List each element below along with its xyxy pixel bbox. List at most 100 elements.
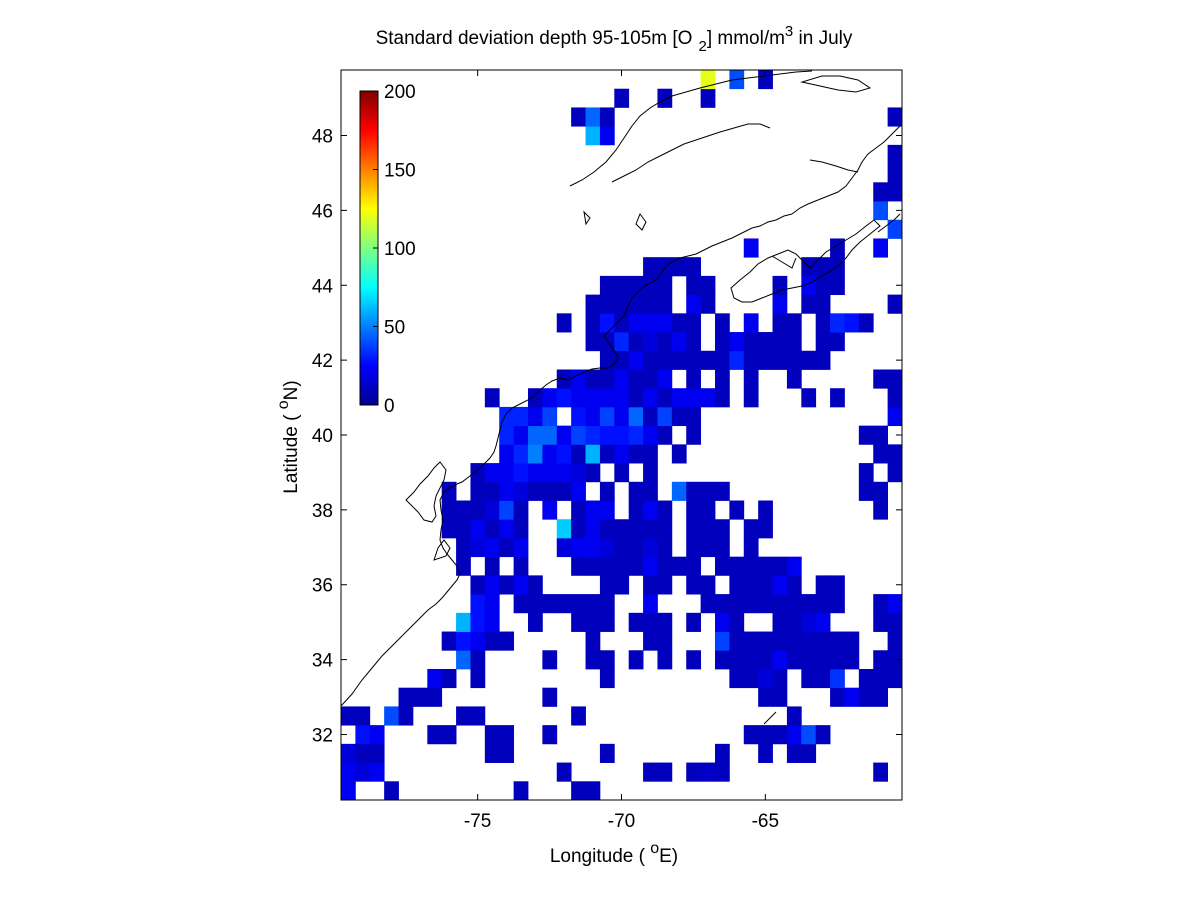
heatmap-cell	[715, 537, 730, 558]
heatmap-cell	[772, 631, 788, 651]
heatmap-cell	[815, 332, 831, 352]
heatmap-cell	[715, 631, 730, 651]
coastline	[341, 70, 902, 725]
chart-title-sup: 3	[785, 23, 793, 40]
heatmap-cell	[830, 594, 845, 614]
heatmap-cell	[671, 350, 687, 370]
heatmap-cell	[873, 594, 889, 614]
heatmap-cell	[786, 631, 802, 651]
heatmap-cell	[686, 388, 702, 408]
heatmap-cell	[715, 313, 730, 333]
heatmap-cell	[499, 519, 515, 539]
heatmap-cell	[657, 88, 673, 108]
heatmap-cell	[873, 762, 889, 782]
heatmap-cell	[585, 781, 601, 800]
heatmap-cell	[571, 406, 586, 427]
heatmap-cell	[657, 425, 673, 445]
heatmap-cell	[513, 781, 529, 800]
colorbar-tick-label: 0	[384, 396, 395, 417]
heatmap-cell	[844, 631, 860, 651]
heatmap-cell	[628, 406, 644, 427]
y-tick-label: 42	[312, 351, 333, 372]
heatmap-cell	[758, 687, 773, 707]
heatmap-cell	[772, 668, 788, 689]
heatmap-cell	[484, 594, 500, 614]
heatmap-cell	[513, 556, 529, 576]
heatmap-cell	[556, 388, 572, 408]
heatmap-cell	[700, 88, 716, 108]
heatmap-cell	[830, 332, 845, 352]
heatmap-cell	[873, 481, 889, 501]
heatmap-cell	[887, 388, 902, 408]
heatmap-cell	[729, 650, 745, 670]
heatmap-cell	[513, 425, 529, 445]
heatmap-cell	[758, 332, 773, 352]
heatmap-cell	[599, 556, 615, 576]
heatmap-cell	[801, 350, 817, 370]
heatmap-cell	[499, 463, 515, 483]
heatmap-cell	[786, 350, 802, 370]
heatmap-cell	[614, 350, 630, 370]
heatmap-cell	[585, 537, 601, 558]
heatmap-cell	[715, 612, 730, 632]
heatmap-cell	[571, 500, 586, 520]
heatmap-cell	[556, 313, 572, 333]
heatmap-cell	[384, 706, 399, 726]
heatmap-cell	[470, 481, 486, 501]
heatmap-cell	[513, 500, 529, 520]
heatmap-cell	[571, 519, 586, 539]
heatmap-cell	[542, 725, 558, 745]
heatmap-cell	[887, 594, 902, 614]
heatmap-cell	[628, 294, 644, 314]
heatmap-cell	[571, 781, 586, 800]
chart-title-part1: Standard deviation depth 95-105m [O	[376, 28, 693, 49]
heatmap-cell	[528, 612, 543, 632]
heatmap-cell	[686, 575, 702, 595]
heatmap-cell	[743, 668, 759, 689]
heatmap-cell	[614, 575, 630, 595]
heatmap-cell	[585, 631, 601, 651]
heatmap-cell	[542, 425, 558, 445]
heatmap-cell	[815, 594, 831, 614]
heatmap-cell	[858, 687, 874, 707]
heatmap-cell	[643, 519, 658, 539]
heatmap-cell	[470, 463, 486, 483]
heatmap-cell	[484, 575, 500, 595]
heatmap-cell	[513, 575, 529, 595]
heatmap-cell	[441, 500, 457, 520]
heatmap-cell	[729, 612, 745, 632]
heatmap-cell	[628, 444, 644, 464]
heatmap-cell	[729, 575, 745, 595]
heatmap-cell	[542, 500, 558, 520]
heatmap-cell	[585, 650, 601, 670]
heatmap-cell	[830, 650, 845, 670]
heatmap-cell	[743, 575, 759, 595]
heatmap-cell	[484, 519, 500, 539]
heatmap-cell	[743, 313, 759, 333]
heatmap-cell	[513, 463, 529, 483]
heatmap-cell	[599, 107, 615, 127]
heatmap-cell	[643, 762, 658, 782]
heatmap-cell	[830, 631, 845, 651]
heatmap-cell	[628, 388, 644, 408]
heatmap-cell	[657, 631, 673, 651]
heatmap-cell	[657, 257, 673, 277]
heatmap-cell	[470, 668, 486, 689]
heatmap-cell	[686, 650, 702, 670]
heatmap-cell	[686, 257, 702, 277]
heatmap-cell	[628, 369, 644, 389]
heatmap-cell	[700, 70, 716, 90]
heatmap-cell	[830, 275, 845, 296]
heatmap-cell	[628, 519, 644, 539]
heatmap-cell	[729, 668, 745, 689]
heatmap-cell	[700, 537, 716, 558]
heatmap-cell	[873, 444, 889, 464]
heatmap-cell	[873, 650, 889, 670]
heatmap-cell	[887, 668, 902, 689]
heatmap-cell	[743, 537, 759, 558]
heatmap-cell	[484, 537, 500, 558]
heatmap-cell	[628, 556, 644, 576]
heatmap-cell	[628, 650, 644, 670]
heatmap-cell	[801, 294, 817, 314]
heatmap-cell	[700, 575, 716, 595]
